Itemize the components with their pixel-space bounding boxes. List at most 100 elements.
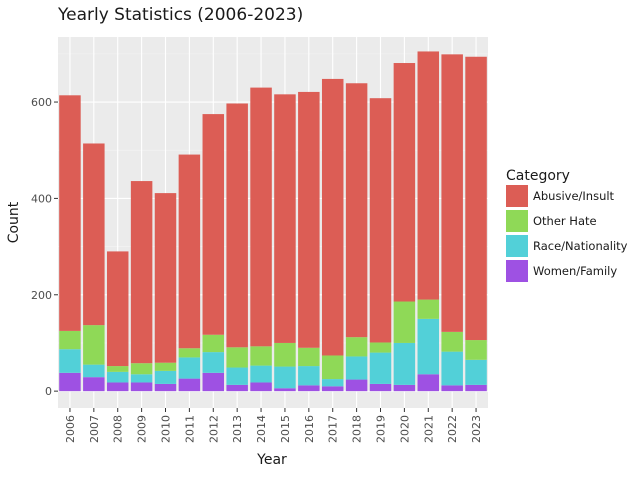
bar-2006-women-family [59,372,81,392]
x-tick-label: 2010 [160,415,173,443]
bar-2020-other-hate [393,301,416,343]
x-axis-title: Year [256,452,287,468]
bar-2011-race-nationality [178,357,201,379]
plot-panel [58,37,488,408]
bar-2017-women-family [321,386,344,392]
bar-2014-other-hate [250,346,272,366]
bar-2022-race-nationality [441,351,463,386]
bar-2008-abusive-insult [106,251,129,367]
bar-layer [59,51,487,392]
chart-title: Yearly Statistics (2006-2023) [57,5,303,25]
y-axis-title: Count [6,201,22,243]
bar-2018-race-nationality [345,356,368,380]
bar-2022-women-family [441,385,463,392]
x-tick-label: 2012 [207,415,220,443]
bar-2010-women-family [154,383,177,392]
bar-2015-women-family [274,388,296,392]
bar-2014-race-nationality [250,365,272,383]
bar-2008-race-nationality [106,371,129,383]
bar-2019-women-family [369,383,392,392]
y-tick-label: 200 [31,289,52,302]
bar-2016-abusive-insult [298,91,320,348]
bar-2014-women-family [250,382,272,392]
bar-2012-women-family [202,372,225,392]
bar-2015-other-hate [274,342,296,367]
bar-2011-abusive-insult [178,154,201,349]
x-tick-label: 2019 [375,415,388,443]
bar-2012-race-nationality [202,352,225,373]
bar-2010-race-nationality [154,370,177,384]
bar-2017-other-hate [321,355,344,380]
legend: Category Abusive/Insult Other Hate Race/Na… [506,168,628,282]
bar-2007-race-nationality [83,364,105,378]
bar-2012-other-hate [202,334,225,353]
legend-label: Race/Nationality [533,239,628,253]
legend-swatch [506,210,528,232]
x-tick-label: 2022 [446,415,459,443]
bar-2006-other-hate [59,330,81,350]
y-tick-label: 600 [31,96,52,109]
legend-swatch [506,235,528,257]
x-tick-label: 2015 [279,415,292,443]
bar-2014-abusive-insult [250,87,272,347]
bar-2009-other-hate [130,363,153,375]
bar-2007-other-hate [83,325,105,365]
bar-2006-abusive-insult [59,95,81,331]
legend-label: Abusive/Insult [533,189,615,203]
bar-2023-race-nationality [465,359,487,385]
bar-2011-women-family [178,378,201,392]
x-tick-label: 2007 [88,415,101,443]
bar-2018-women-family [345,379,368,392]
bar-2017-race-nationality [321,379,344,387]
bar-2010-other-hate [154,362,177,371]
x-tick-label: 2013 [231,415,244,443]
bar-2011-other-hate [178,348,201,358]
x-tick-label: 2006 [64,415,77,443]
bar-2007-women-family [83,377,105,392]
x-tick-label: 2009 [136,415,149,443]
bar-2013-abusive-insult [226,103,248,348]
bar-2017-abusive-insult [321,78,344,356]
y-tick-label: 0 [45,385,52,398]
x-tick-label: 2014 [255,415,268,443]
x-tick-label: 2008 [112,415,125,443]
x-tick-label: 2011 [183,415,196,443]
bar-2021-race-nationality [417,318,440,375]
bar-2020-women-family [393,384,416,392]
bar-2015-race-nationality [274,366,296,389]
bar-2006-race-nationality [59,349,81,373]
bar-2022-other-hate [441,331,463,352]
legend-swatch [506,260,528,282]
bar-2023-abusive-insult [465,56,487,341]
bar-2009-abusive-insult [130,181,153,364]
bar-2012-abusive-insult [202,114,225,335]
bar-2018-other-hate [345,337,368,357]
bar-2019-abusive-insult [369,98,392,343]
x-tick-label: 2023 [470,415,483,443]
bar-2023-other-hate [465,340,487,360]
bar-2008-other-hate [106,366,129,372]
legend-title: Category [506,168,570,184]
bar-2019-other-hate [369,342,392,353]
x-tick-label: 2018 [351,415,364,443]
bar-2021-other-hate [417,299,440,319]
legend-label: Women/Family [533,264,617,278]
bar-2015-abusive-insult [274,94,296,343]
bar-2021-women-family [417,374,440,392]
bar-2020-abusive-insult [393,63,416,302]
bar-2019-race-nationality [369,352,392,384]
bar-2013-race-nationality [226,367,248,385]
bar-2016-race-nationality [298,366,320,386]
y-axis: 0 200 400 600 [31,96,58,398]
x-tick-label: 2017 [327,415,340,443]
bar-2008-women-family [106,382,129,392]
bar-2023-women-family [465,384,487,392]
bar-2016-other-hate [298,347,320,367]
bar-2013-women-family [226,384,248,392]
y-tick-label: 400 [31,192,52,205]
bar-2007-abusive-insult [83,143,105,326]
x-tick-label: 2021 [422,415,435,443]
legend-label: Other Hate [533,214,597,228]
bar-2009-race-nationality [130,374,153,383]
